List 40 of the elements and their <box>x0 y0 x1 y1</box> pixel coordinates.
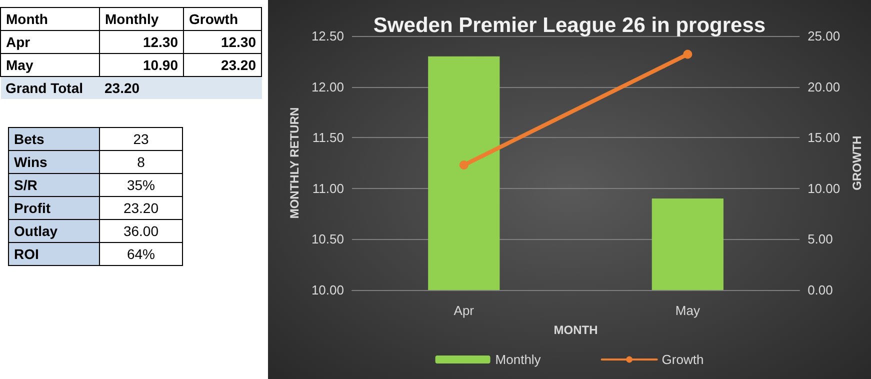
text: 64% <box>100 242 182 266</box>
data-label: 23.20 <box>184 54 262 76</box>
legend-label: Growth <box>662 352 704 367</box>
y-tick-label: 10.50 <box>311 232 344 247</box>
category-label: May <box>0 54 100 76</box>
x-axis-title: MONTH <box>554 323 598 337</box>
y2-tick-label: 5.00 <box>808 232 833 247</box>
y-tick-label: 11.00 <box>312 180 344 196</box>
y-tick-label: 12.50 <box>311 28 344 44</box>
text: Bets <box>8 128 100 150</box>
text: S/R <box>8 174 100 196</box>
data-label: 10.90 <box>100 54 184 76</box>
y2-tick-label: 15.00 <box>808 130 840 146</box>
y-axis-title: MONTHLY RETURN <box>288 107 302 219</box>
y-tick-label: 10.00 <box>311 282 344 298</box>
series-label: Monthly <box>100 8 184 30</box>
text: ROI <box>8 242 100 266</box>
series-label: Growth <box>184 8 262 30</box>
text: 8 <box>100 150 182 174</box>
legend-label: Monthly <box>495 352 542 367</box>
y2-tick-label: 0.00 <box>808 282 833 298</box>
y-tick-label: 11.50 <box>312 130 344 146</box>
text: Wins <box>8 150 100 174</box>
y2-tick-label: 25.00 <box>808 28 840 44</box>
text: 23.20 <box>100 196 182 220</box>
text: 35% <box>100 174 182 196</box>
text: 23 <box>100 128 182 150</box>
text: 36.00 <box>100 220 182 242</box>
text: Month <box>0 8 100 30</box>
chart-title: Sweden Premier League 26 in progress <box>373 14 766 37</box>
y-tick-label: 12.00 <box>311 79 344 94</box>
category-label: Apr <box>0 30 100 54</box>
data-label: 12.30 <box>184 30 262 54</box>
text: Outlay <box>8 220 100 242</box>
data-label: 23.20 <box>100 76 184 99</box>
y2-tick-label: 10.00 <box>808 180 840 196</box>
y2-tick-label: 20.00 <box>808 79 840 94</box>
y2-axis-title: GROWTH <box>850 136 864 190</box>
data-label: 12.30 <box>100 30 184 54</box>
text: Profit <box>8 196 100 220</box>
